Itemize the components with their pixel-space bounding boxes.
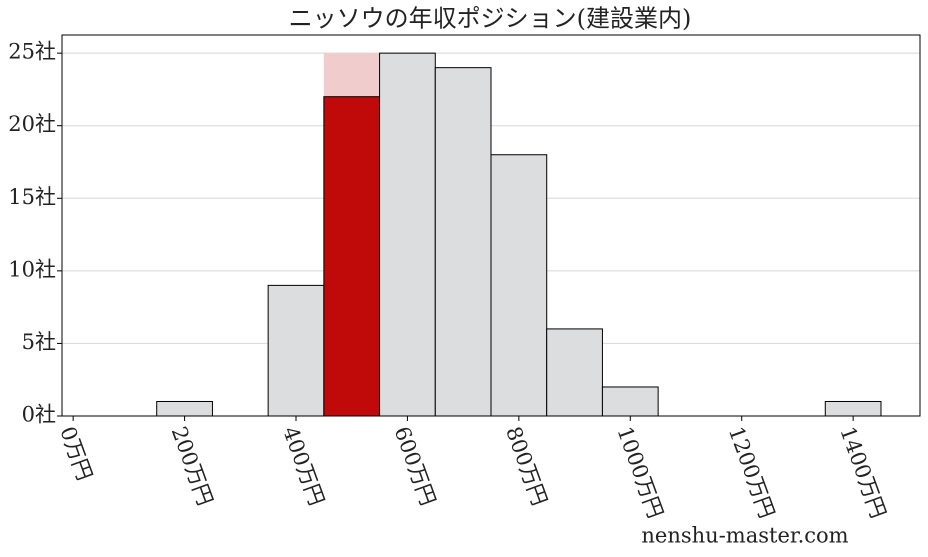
bar	[490, 154, 548, 417]
plot-frame	[61, 34, 921, 417]
bar	[601, 386, 659, 417]
x-tick-label: 1200万円	[724, 423, 779, 521]
x-tick-label: 200万円	[167, 423, 218, 508]
y-tick-label: 15社	[8, 185, 56, 209]
y-tick-label: 10社	[8, 257, 56, 281]
x-tick-label: 400万円	[278, 423, 329, 508]
y-tick-label: 20社	[8, 112, 56, 136]
x-tick-label: 0万円	[55, 423, 96, 483]
y-tick-label: 5社	[22, 330, 56, 354]
chart-title: ニッソウの年収ポジション(建設業内)	[289, 5, 692, 33]
x-tick-label: 600万円	[390, 423, 441, 508]
x-tick-label: 800万円	[501, 423, 552, 508]
bar	[156, 400, 213, 417]
y-tick-label: 25社	[8, 40, 56, 64]
bar	[267, 284, 325, 417]
bar	[379, 52, 436, 417]
x-tick-label: 1400万円	[835, 423, 890, 521]
watermark: nenshu-master.com	[641, 524, 848, 548]
bar	[546, 328, 603, 417]
bar	[434, 67, 492, 417]
bar	[824, 400, 882, 417]
y-tick-label: 0社	[22, 403, 56, 427]
x-tick-label: 1000万円	[612, 423, 667, 521]
bar	[323, 96, 381, 417]
